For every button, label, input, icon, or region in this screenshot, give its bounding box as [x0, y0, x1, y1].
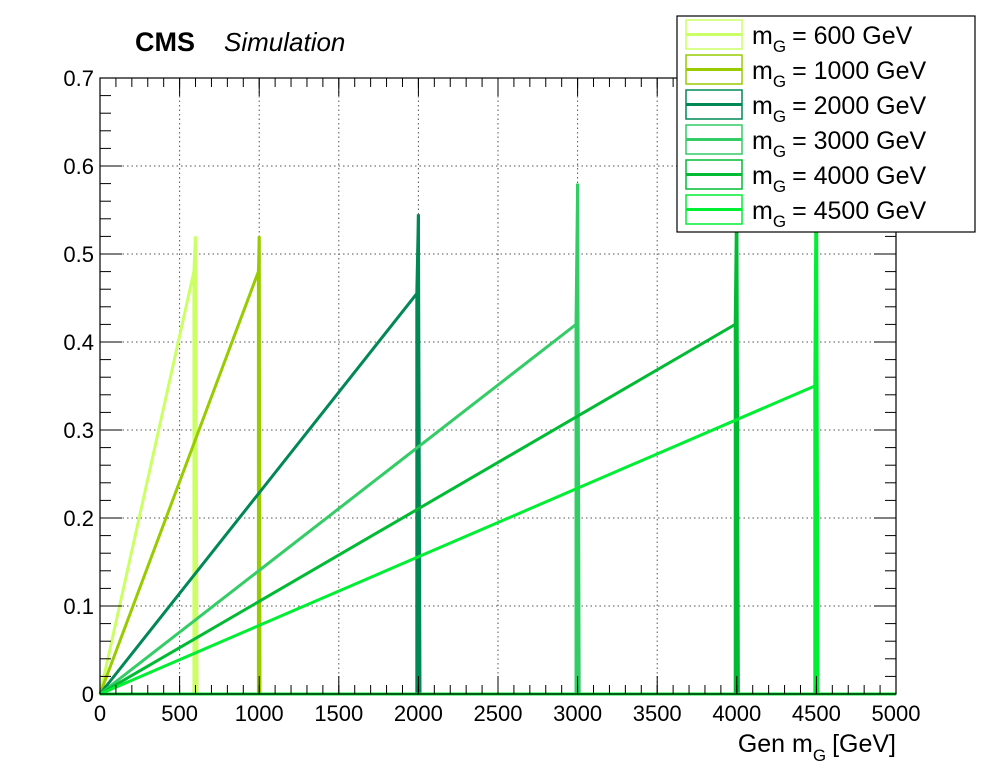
x-tick-label: 0 [94, 701, 106, 726]
legend-label-name: = 2000 GeV [792, 92, 926, 120]
y-tick-label: 0.5 [63, 242, 94, 267]
x-tick-label: 4000 [712, 701, 761, 726]
legend-entry: mG = 2000 GeV [685, 89, 927, 126]
y-tick-label: 0.4 [63, 330, 94, 355]
y-tick-label: 0.7 [63, 66, 94, 91]
legend-label-sub: G [773, 212, 786, 231]
x-tick-label: 3500 [633, 701, 682, 726]
legend-entry: mG = 3000 GeV [685, 124, 927, 161]
legend-label: mG = 2000 GeV [752, 92, 927, 126]
legend-label-prefix: m [752, 127, 773, 155]
x-tick-label: 3000 [553, 701, 602, 726]
legend-label-name: = 3000 GeV [792, 127, 926, 155]
legend-label-sub: G [773, 142, 786, 161]
tick-labels: 0 500 1000 1500 2000 2500 3000 3500 4000 4500 5000… [63, 66, 920, 726]
legend-label-prefix: m [752, 92, 773, 120]
x-tick-label: 1500 [314, 701, 363, 726]
legend-label-name: = 1000 GeV [792, 57, 926, 85]
x-axis-title: Gen mG [GeV] [738, 730, 896, 765]
y-tick-label: 0 [82, 682, 94, 707]
x-tick-label: 2500 [474, 701, 523, 726]
x-tick-label: 500 [161, 701, 198, 726]
legend-label-name: = 4000 GeV [792, 162, 926, 190]
legend-label-name: = 4500 GeV [792, 197, 926, 225]
legend-label-prefix: m [752, 197, 773, 225]
x-axis-title-sub: G [813, 746, 826, 765]
legend-label-prefix: m [752, 22, 773, 50]
y-tick-label: 0.2 [63, 506, 94, 531]
y-tick-label: 0.6 [63, 154, 94, 179]
header-tag: Simulation [224, 27, 345, 57]
legend-label-sub: G [773, 107, 786, 126]
legend-label-sub: G [773, 37, 786, 56]
legend-entry: mG = 4500 GeV [685, 194, 927, 231]
x-tick-label: 1000 [235, 701, 284, 726]
legend-label-prefix: m [752, 57, 773, 85]
x-axis-title-unit: [GeV] [832, 730, 896, 758]
y-tick-label: 0.3 [63, 418, 94, 443]
x-axis-title-main: Gen m [738, 730, 813, 758]
x-tick-label: 2000 [394, 701, 443, 726]
y-tick-label: 0.1 [63, 594, 94, 619]
legend-label: mG = 3000 GeV [752, 127, 927, 161]
legend-entry: mG = 600 GeV [685, 19, 913, 56]
legend-label-prefix: m [752, 162, 773, 190]
legend-label: mG = 4000 GeV [752, 162, 927, 196]
legend-label-name: = 600 GeV [792, 22, 913, 50]
legend-label: mG = 600 GeV [752, 22, 913, 56]
x-tick-label: 4500 [792, 701, 841, 726]
header-experiment: CMS [135, 27, 195, 57]
legend-entry: mG = 1000 GeV [685, 54, 927, 91]
legend-label: mG = 4500 GeV [752, 197, 927, 231]
legend-label: mG = 1000 GeV [752, 57, 927, 91]
legend-label-sub: G [773, 72, 786, 91]
x-tick-label: 5000 [872, 701, 921, 726]
legend-entry: mG = 4000 GeV [685, 159, 927, 196]
legend-label-sub: G [773, 177, 786, 196]
